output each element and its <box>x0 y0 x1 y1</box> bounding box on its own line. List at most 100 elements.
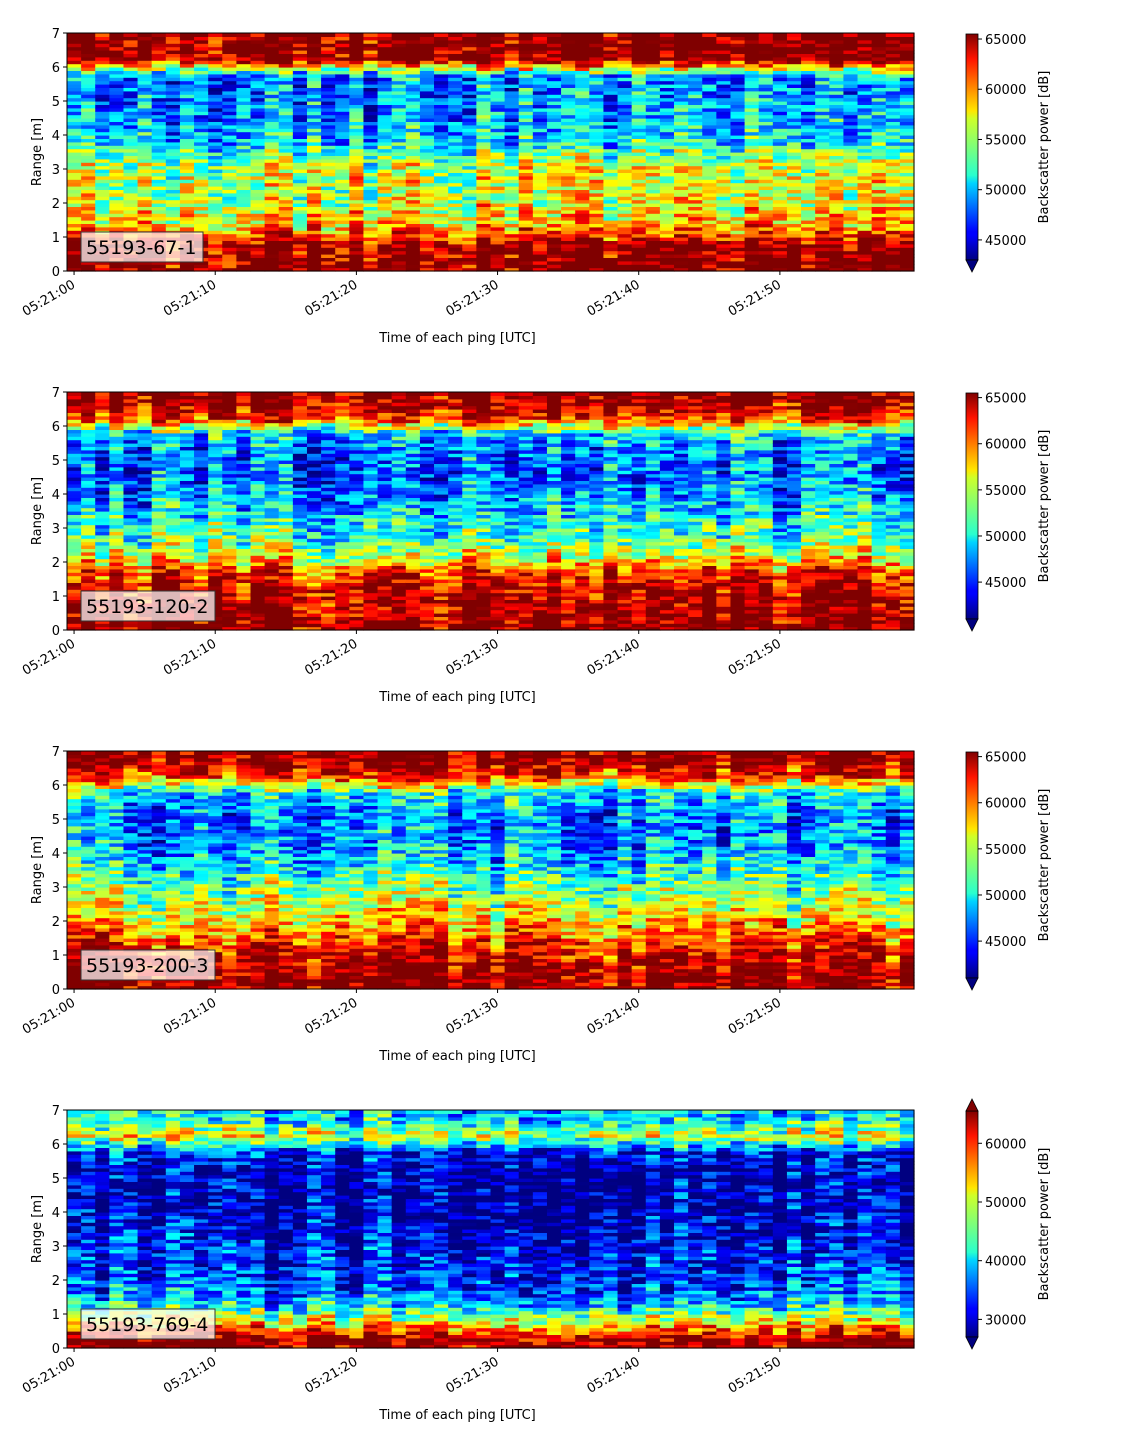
heatmap-cell <box>505 183 520 187</box>
heatmap-cell <box>730 183 745 187</box>
heatmap-cell <box>81 176 96 180</box>
heatmap-cell <box>674 227 689 231</box>
heatmap-cell <box>716 210 731 214</box>
heatmap-cell <box>194 210 209 214</box>
colorbar-tick-label: 55000 <box>985 133 1026 148</box>
colorbar-tick-label: 65000 <box>985 33 1026 48</box>
heatmap-cell <box>886 183 901 187</box>
heatmap-cell <box>392 183 407 187</box>
heatmap-cell <box>618 142 633 146</box>
heatmap-cell <box>745 142 760 146</box>
heatmap-cell <box>702 244 717 248</box>
heatmap-cell <box>829 251 844 255</box>
heatmap-cell <box>95 193 110 197</box>
heatmap-cell <box>589 176 604 180</box>
heatmap-cell <box>674 264 689 268</box>
colorbar-extend-min <box>966 260 978 272</box>
heatmap-cell <box>236 227 251 231</box>
heatmap-cell <box>674 33 689 37</box>
heatmap-cell <box>81 487 96 491</box>
heatmap-cell <box>321 193 336 197</box>
heatmap-cell <box>95 132 110 136</box>
heatmap-cell <box>166 487 181 491</box>
heatmap-cell <box>900 33 915 37</box>
heatmap-cell <box>900 200 915 204</box>
heatmap-cell <box>462 132 477 136</box>
heatmap-cell <box>236 234 251 238</box>
heatmap-cell <box>533 149 548 153</box>
heatmap-cell <box>152 217 167 221</box>
heatmap-cell <box>900 166 915 170</box>
heatmap-cell <box>773 166 788 170</box>
heatmap-cell <box>745 227 760 231</box>
heatmap-cell <box>208 487 223 491</box>
heatmap-cell <box>632 159 647 163</box>
heatmap-cell <box>166 227 181 231</box>
heatmap-cell <box>279 166 294 170</box>
colorbar-tick-label: 45000 <box>985 234 1026 249</box>
heatmap-cell <box>843 183 858 187</box>
heatmap-cell <box>575 132 590 136</box>
heatmap-cell <box>109 217 124 221</box>
heatmap-cell <box>95 227 110 231</box>
heatmap-cell <box>251 244 266 248</box>
heatmap-cell <box>674 142 689 146</box>
heatmap-cell <box>392 149 407 153</box>
heatmap-cell <box>702 183 717 187</box>
heatmap-cell <box>293 244 308 248</box>
heatmap-cell <box>476 159 491 163</box>
heatmap-cell <box>109 159 124 163</box>
heatmap-cell <box>900 251 915 255</box>
heatmap-cell <box>166 33 181 37</box>
heatmap-cell <box>109 436 124 440</box>
heatmap-cell <box>632 149 647 153</box>
heatmap-cell <box>491 200 506 204</box>
heatmap-cell <box>279 210 294 214</box>
heatmap-cell <box>236 251 251 255</box>
heatmap-cell <box>420 234 435 238</box>
heatmap-cell <box>180 504 195 508</box>
heatmap-cell <box>745 132 760 136</box>
heatmap-cell <box>138 210 153 214</box>
heatmap-cell <box>773 142 788 146</box>
heatmap-cell <box>363 234 378 238</box>
heatmap-cell <box>166 210 181 214</box>
heatmap-cell <box>589 166 604 170</box>
heatmap-cell <box>406 234 421 238</box>
heatmap-cell <box>561 244 576 248</box>
heatmap-cell <box>279 264 294 268</box>
heatmap-cell <box>759 132 774 136</box>
heatmap-cell <box>589 264 604 268</box>
heatmap-cell <box>476 33 491 37</box>
heatmap-cell <box>575 227 590 231</box>
heatmap-cell <box>660 264 675 268</box>
heatmap-cell <box>180 210 195 214</box>
heatmap-cell <box>801 234 816 238</box>
heatmap-cell <box>67 244 82 248</box>
heatmap-cell <box>674 244 689 248</box>
heatmap-cell <box>491 159 506 163</box>
heatmap-cell <box>434 176 449 180</box>
heatmap-cell <box>406 200 421 204</box>
heatmap-cell <box>123 470 138 474</box>
heatmap-cell <box>349 132 364 136</box>
y-axis-label: Range [m] <box>30 118 45 186</box>
heatmap-cell <box>109 470 124 474</box>
heatmap-cell <box>632 264 647 268</box>
heatmap-cell <box>166 419 181 423</box>
heatmap-cell <box>448 264 463 268</box>
heatmap-cell <box>462 149 477 153</box>
heatmap-cell <box>392 176 407 180</box>
heatmap-cell <box>745 210 760 214</box>
heatmap-cell <box>152 264 167 268</box>
heatmap-cell <box>335 142 350 146</box>
heatmap-cell <box>730 200 745 204</box>
heatmap-cell <box>420 166 435 170</box>
x-tick-label: 05:21:50 <box>726 277 784 319</box>
heatmap-cell <box>759 234 774 238</box>
heatmap-cell <box>265 149 280 153</box>
heatmap-cell <box>632 166 647 170</box>
heatmap-cell <box>180 227 195 231</box>
heatmap-cell <box>123 264 138 268</box>
